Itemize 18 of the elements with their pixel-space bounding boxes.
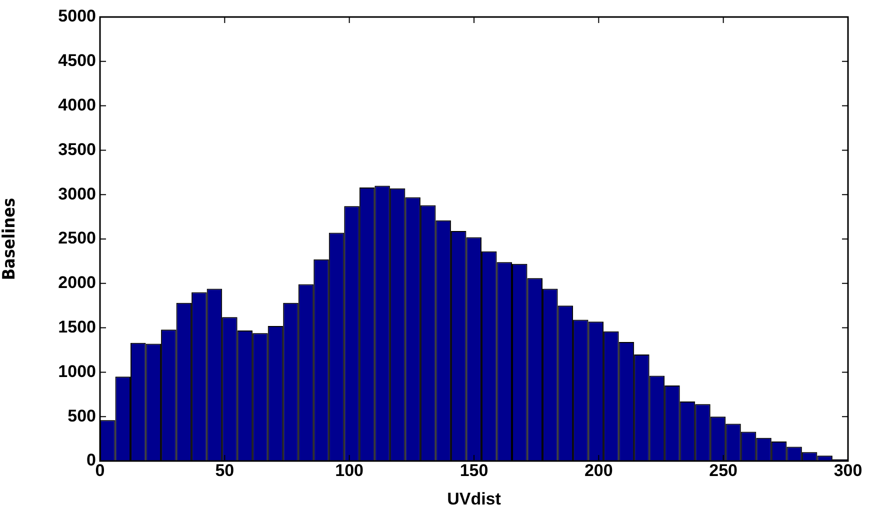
y-tick-label: 1500 bbox=[58, 317, 96, 336]
x-tick-label: 150 bbox=[460, 460, 488, 480]
y-tick-label: 4500 bbox=[58, 51, 96, 70]
x-tick-label: 250 bbox=[709, 460, 738, 480]
y-tick-label: 3500 bbox=[58, 140, 96, 159]
x-tick-label: 200 bbox=[584, 460, 613, 480]
x-axis-title: UVdist bbox=[447, 489, 502, 508]
y-tick-label: 4000 bbox=[58, 95, 96, 114]
y-tick-label: 1000 bbox=[58, 362, 96, 381]
y-tick-label: 2500 bbox=[58, 228, 96, 248]
x-tick-label: 300 bbox=[834, 460, 862, 480]
x-tick-label: 50 bbox=[215, 460, 234, 480]
y-tick-label: 500 bbox=[68, 406, 96, 426]
x-tick-label: 100 bbox=[335, 460, 364, 480]
y-tick-label: 5000 bbox=[58, 6, 96, 26]
y-axis-title: Baselines bbox=[0, 198, 20, 280]
y-tick-label: 2000 bbox=[58, 273, 96, 292]
y-tick-label: 3000 bbox=[58, 184, 96, 204]
